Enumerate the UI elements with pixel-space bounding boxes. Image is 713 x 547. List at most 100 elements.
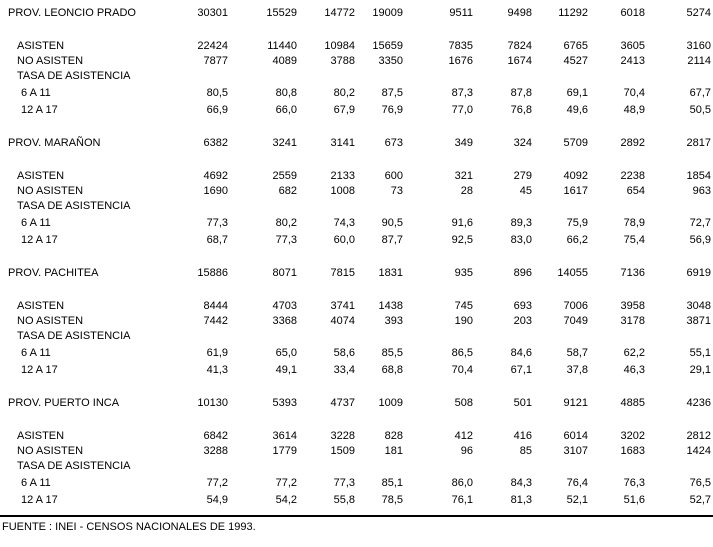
- table-cell: 69,1: [566, 87, 588, 99]
- attendance-table: PROV. LEONCIO PRADO 30301 15529 14772 19009 9…: [0, 7, 711, 509]
- table-row: NO ASISTEN 3288 1779 1509 181 96 85 3107 1683 142…: [0, 445, 711, 460]
- table-cell: 3605: [620, 40, 645, 52]
- table-cell: 81,3: [510, 494, 532, 506]
- table-cell: 2812: [686, 430, 711, 442]
- table-cell: 1854: [686, 170, 711, 182]
- table-cell: 1438: [378, 300, 403, 312]
- table-cell: 203: [513, 315, 532, 327]
- table-cell: 181: [384, 445, 403, 457]
- table-cell: 45: [519, 185, 532, 197]
- province-label: PROV. PUERTO INCA: [8, 397, 120, 409]
- table-cell: 1676: [448, 55, 473, 67]
- table-cell: 68,8: [381, 364, 403, 376]
- table-cell: 1424: [686, 445, 711, 457]
- table-cell: 4737: [330, 397, 355, 409]
- table-cell: 76,9: [381, 104, 403, 116]
- table-cell: 77,2: [206, 477, 228, 489]
- table-cell: 33,4: [333, 364, 355, 376]
- table-cell: 92,5: [451, 234, 473, 246]
- table-cell: 3288: [203, 445, 228, 457]
- table-cell: 7877: [203, 55, 228, 67]
- table-cell: 11440: [267, 40, 297, 52]
- row-label: ASISTEN: [17, 430, 65, 442]
- table-cell: 693: [513, 300, 532, 312]
- table-cell: [473, 200, 532, 217]
- table-cell: 55,8: [333, 494, 355, 506]
- table-row: PROV. PACHITEA 15886 8071 7815 1831 935 896 140…: [0, 267, 711, 300]
- table-cell: 46,3: [623, 364, 645, 376]
- table-cell: [297, 200, 355, 217]
- province-block: PROV. MARAÑON 6382 3241 3141 673 349 324 5709 28…: [0, 137, 711, 267]
- row-label: NO ASISTEN: [17, 55, 84, 67]
- table-cell: 54,9: [206, 494, 228, 506]
- table-cell: 745: [454, 300, 473, 312]
- source-note: FUENTE : INEI - CENSOS NACIONALES DE 199…: [2, 521, 256, 533]
- table-cell: 6382: [203, 137, 228, 149]
- table-cell: 600: [384, 170, 403, 182]
- table-cell: 1674: [507, 55, 532, 67]
- table-cell: 3228: [330, 430, 355, 442]
- table-cell: 1683: [620, 445, 645, 457]
- table-cell: [170, 70, 228, 87]
- table-cell: [473, 70, 532, 87]
- table-cell: [532, 70, 588, 87]
- province-label: PROV. LEONCIO PRADO: [8, 7, 136, 19]
- table-row: 12 A 17 41,3 49,1 33,4 68,8 70,4 67,1 37,8 46,3 2…: [0, 364, 711, 397]
- table-cell: 682: [278, 185, 297, 197]
- table-cell: 50,5: [689, 104, 711, 116]
- table-cell: 87,5: [381, 87, 403, 99]
- table-cell: 76,5: [689, 477, 711, 489]
- table-cell: 77,2: [275, 477, 297, 489]
- row-label: ASISTEN: [17, 300, 65, 312]
- table-row: NO ASISTEN 7442 3368 4074 393 190 203 7049 3178 3…: [0, 315, 711, 330]
- table-row: ASISTEN 4692 2559 2133 600 321 279 4092 2238 1854: [0, 170, 711, 185]
- table-cell: 83,0: [510, 234, 532, 246]
- row-label: TASA DE ASISTENCIA: [17, 200, 131, 212]
- table-cell: 2559: [272, 170, 297, 182]
- table-cell: 1779: [272, 445, 297, 457]
- row-label: 6 A 11: [21, 347, 51, 359]
- table-cell: 91,6: [451, 217, 473, 229]
- table-cell: 393: [384, 315, 403, 327]
- table-cell: 2114: [687, 55, 711, 67]
- table-cell: 80,5: [206, 87, 228, 99]
- province-label: PROV. PACHITEA: [8, 267, 99, 279]
- table-cell: 80,8: [275, 87, 297, 99]
- table-cell: [355, 330, 403, 347]
- table-cell: 76,8: [510, 104, 532, 116]
- table-cell: 7006: [563, 300, 588, 312]
- table-cell: 60,0: [333, 234, 355, 246]
- table-row: ASISTEN 8444 4703 3741 1438 745 693 7006 3958 304…: [0, 300, 711, 315]
- table-cell: 84,6: [510, 347, 532, 359]
- table-cell: 2238: [620, 170, 645, 182]
- table-cell: 4092: [563, 170, 588, 182]
- table-cell: 66,2: [566, 234, 588, 246]
- table-cell: 54,2: [275, 494, 297, 506]
- census-table-page: PROV. LEONCIO PRADO 30301 15529 14772 19009 9…: [0, 7, 713, 547]
- table-cell: 96: [460, 445, 473, 457]
- table-row: TASA DE ASISTENCIA: [0, 70, 711, 87]
- table-cell: [355, 70, 403, 87]
- table-cell: 49,6: [566, 104, 588, 116]
- row-label: 6 A 11: [21, 217, 51, 229]
- table-cell: 3107: [563, 445, 588, 457]
- table-cell: 321: [454, 170, 473, 182]
- table-cell: 3178: [620, 315, 645, 327]
- table-cell: 90,5: [381, 217, 403, 229]
- table-cell: 7049: [563, 315, 588, 327]
- table-cell: [170, 330, 228, 347]
- table-cell: 8071: [272, 267, 297, 279]
- table-cell: 66,9: [206, 104, 228, 116]
- table-cell: 29,1: [689, 364, 711, 376]
- table-cell: 3350: [378, 55, 403, 67]
- table-cell: 74,3: [333, 217, 355, 229]
- table-cell: 4236: [686, 397, 711, 409]
- table-cell: 8444: [203, 300, 228, 312]
- table-cell: 3241: [272, 137, 297, 149]
- table-cell: 58,6: [333, 347, 355, 359]
- table-cell: 85: [519, 445, 532, 457]
- table-cell: 10130: [197, 397, 228, 409]
- table-cell: 416: [513, 430, 532, 442]
- table-cell: 56,9: [689, 234, 711, 246]
- table-cell: 76,4: [566, 477, 588, 489]
